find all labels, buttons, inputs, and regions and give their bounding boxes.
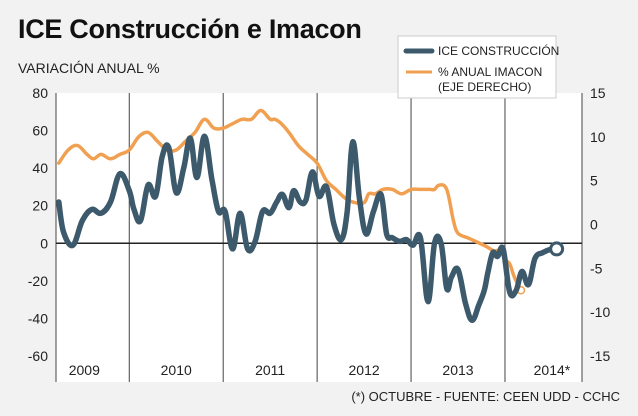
x-axis-ticks: 2009 2010 2011 2012 2013 2014*	[69, 362, 571, 378]
series-endpoint-ice	[549, 241, 565, 257]
left-tick-label: 20	[32, 198, 48, 214]
x-tick-label: 2011	[255, 362, 285, 378]
x-tick-label: 2009	[69, 362, 100, 378]
left-tick-label: 40	[32, 160, 48, 176]
right-tick-label: 0	[590, 217, 598, 233]
x-tick-label: 2010	[161, 362, 192, 378]
left-tick-label: 80	[32, 85, 48, 101]
legend: ICE CONSTRUCCIÓN % ANUAL IMACON (EJE DER…	[397, 35, 559, 99]
legend-label-imacon-line2: (EJE DERECHO)	[438, 80, 531, 94]
left-tick-label: -40	[28, 310, 48, 326]
chart-title: ICE Construcción e Imacon	[18, 14, 362, 44]
left-tick-label: -60	[28, 348, 48, 364]
right-tick-label: 10	[590, 129, 606, 145]
right-tick-label: 5	[590, 173, 598, 189]
right-tick-label: 15	[590, 85, 606, 101]
series-line-ice	[56, 133, 560, 324]
gridlines	[55, 93, 583, 382]
right-tick-label: -10	[590, 304, 610, 320]
right-tick-label: -15	[590, 348, 610, 364]
left-tick-label: 60	[32, 123, 48, 139]
left-axis-ticks: 80 60 40 20 0 -20 -40 -60	[28, 85, 48, 364]
plot-background	[56, 93, 582, 382]
left-tick-label: -20	[28, 273, 48, 289]
legend-label-imacon-line1: % ANUAL IMACON	[438, 65, 542, 79]
left-tick-label: 0	[40, 235, 48, 251]
series-line-imacon	[57, 108, 523, 293]
x-tick-label: 2012	[349, 362, 380, 378]
right-tick-label: -5	[590, 260, 603, 276]
right-axis-ticks: 15 10 5 0 -5 -10 -15	[590, 85, 610, 364]
x-tick-label: 2013	[442, 362, 473, 378]
x-tick-label: 2014*	[534, 362, 571, 378]
left-axis-label: VARIACIÓN ANUAL %	[18, 60, 160, 76]
legend-label-ice: ICE CONSTRUCCIÓN	[438, 43, 559, 58]
source-note: (*) OCTUBRE - FUENTE: CEEN UDD - CCHC	[351, 389, 620, 404]
